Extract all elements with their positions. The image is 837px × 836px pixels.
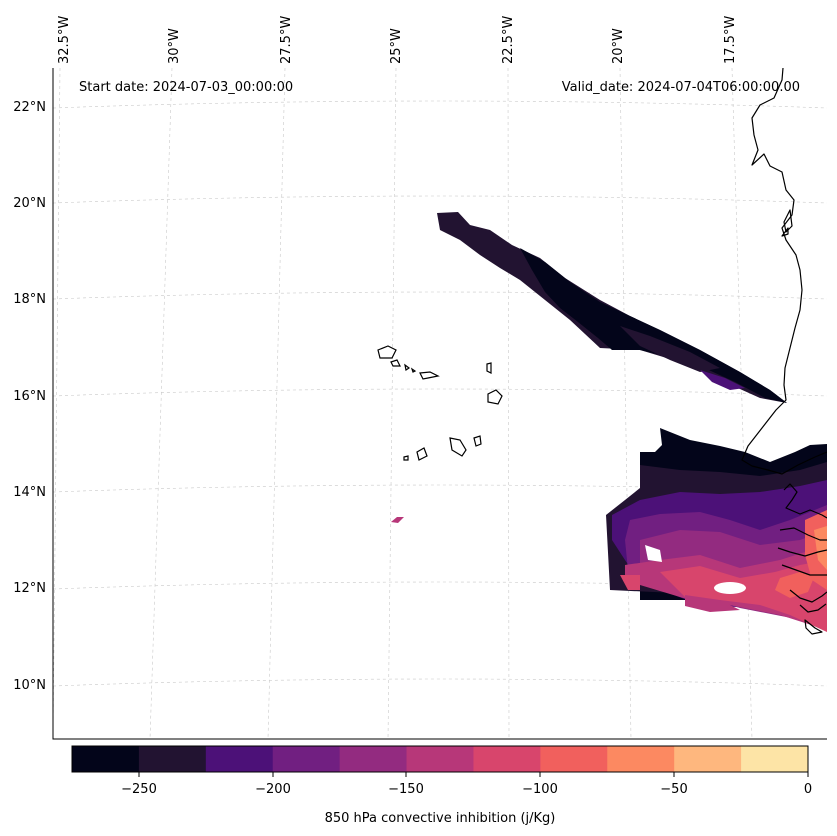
- colorbar-swatch: [339, 746, 408, 772]
- coastline-gambia-guinea: [777, 483, 827, 635]
- colorbar-tick-label: −100: [522, 782, 558, 797]
- map-content: [53, 68, 827, 739]
- cape-verde-islands: [377, 345, 503, 461]
- colorbar-swatch: [674, 746, 742, 772]
- lon-tick-labels: 32.5°W 30°W 27.5°W 25°W 22.5°W 20°W 17.5…: [57, 16, 738, 64]
- lon-tick-label: 22.5°W: [501, 16, 516, 64]
- lat-tick-labels: 22°N 20°N 18°N 16°N 14°N 12°N 10°N: [13, 100, 46, 693]
- colorbar-swatch: [607, 746, 675, 772]
- map-area: [53, 68, 827, 739]
- lat-tick-label: 18°N: [13, 292, 46, 307]
- lat-tick-label: 20°N: [13, 196, 46, 211]
- coastline-islets: [781, 209, 793, 237]
- colorbar-tick-label: −250: [121, 782, 157, 797]
- cin-field-senegal: [606, 428, 827, 632]
- colorbar-tick-label: −150: [388, 782, 424, 797]
- lon-tick-label: 17.5°W: [723, 16, 738, 64]
- lon-tick-label: 30°W: [167, 28, 182, 64]
- colorbar-swatch: [741, 746, 809, 772]
- start-date-label: Start date: 2024-07-03_00:00:00: [79, 80, 293, 95]
- lon-tick-label: 32.5°W: [57, 16, 72, 64]
- lat-tick-label: 14°N: [13, 485, 46, 500]
- colorbar-swatch: [72, 746, 140, 772]
- colorbar-tick-label: 0: [804, 782, 812, 797]
- colorbar-swatches: [72, 746, 809, 772]
- colorbar-swatch: [138, 746, 207, 772]
- colorbar-swatch: [205, 746, 274, 772]
- coastline-africa: [741, 68, 827, 475]
- lat-tick-label: 10°N: [13, 678, 46, 693]
- lat-tick-label: 22°N: [13, 100, 46, 115]
- cin-band-diagonal: [437, 212, 787, 403]
- colorbar-swatch: [272, 746, 341, 772]
- lat-gridlines: [53, 100, 827, 687]
- colorbar-swatch: [473, 746, 541, 772]
- lon-gridlines: [53, 68, 753, 739]
- colorbar-swatch: [540, 746, 608, 772]
- colorbar-tick-label: −50: [660, 782, 687, 797]
- colorbar: −250 −200 −150 −100 −50 0 850 hPa convec…: [71, 745, 812, 826]
- cin-small-spot: [391, 517, 404, 523]
- map-frame: [52, 68, 827, 740]
- colorbar-ticks: −250 −200 −150 −100 −50 0: [121, 772, 812, 797]
- lon-tick-label: 20°W: [611, 28, 626, 64]
- lat-tick-label: 12°N: [13, 581, 46, 596]
- colorbar-frame: [71, 745, 809, 773]
- lat-tick-label: 16°N: [13, 389, 46, 404]
- valid-date-label: Valid_date: 2024-07-04T06:00:00.00: [562, 80, 800, 95]
- colorbar-tick-label: −200: [255, 782, 291, 797]
- colorbar-label: 850 hPa convective inhibition (j/Kg): [325, 811, 556, 826]
- lon-tick-label: 27.5°W: [279, 16, 294, 64]
- lon-tick-label: 25°W: [389, 28, 404, 64]
- colorbar-swatch: [406, 746, 474, 772]
